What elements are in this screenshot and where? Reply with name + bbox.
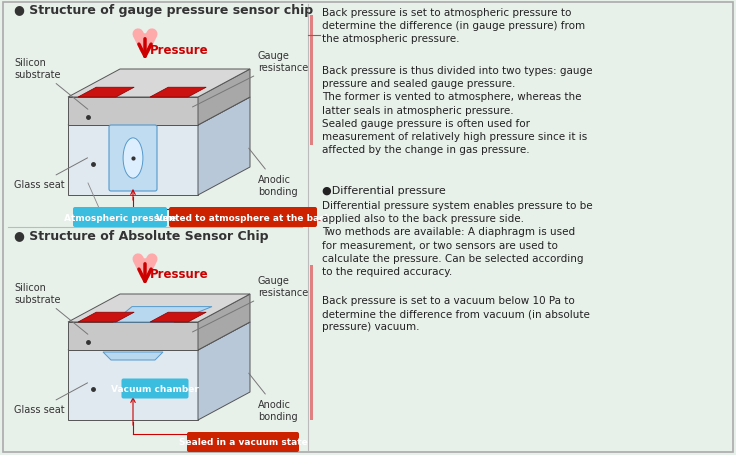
- Text: Back pressure is set to atmospheric pressure to
determine the difference (in gau: Back pressure is set to atmospheric pres…: [322, 8, 585, 44]
- Text: Silicon
substrate: Silicon substrate: [14, 283, 88, 334]
- Text: ● Structure of gauge pressure sensor chip: ● Structure of gauge pressure sensor chi…: [14, 4, 313, 17]
- Text: Vacuum chamber: Vacuum chamber: [111, 384, 199, 393]
- Polygon shape: [198, 98, 250, 196]
- Polygon shape: [68, 126, 198, 196]
- Text: ● Structure of Absolute Sensor Chip: ● Structure of Absolute Sensor Chip: [14, 229, 269, 243]
- Polygon shape: [198, 322, 250, 420]
- Text: Glass seat: Glass seat: [14, 158, 88, 190]
- Polygon shape: [150, 313, 206, 322]
- Text: Vented to atmosphere at the back: Vented to atmosphere at the back: [156, 213, 330, 222]
- Polygon shape: [68, 294, 250, 322]
- Polygon shape: [68, 322, 198, 350]
- Polygon shape: [103, 352, 163, 360]
- FancyBboxPatch shape: [169, 207, 317, 228]
- Text: Atmospheric pressure: Atmospheric pressure: [64, 213, 176, 222]
- FancyBboxPatch shape: [3, 3, 733, 452]
- Text: Gauge
resistance: Gauge resistance: [193, 51, 308, 108]
- Polygon shape: [68, 322, 250, 350]
- Polygon shape: [68, 98, 250, 126]
- FancyBboxPatch shape: [73, 207, 167, 228]
- Text: Gauge
resistance: Gauge resistance: [193, 276, 308, 332]
- Polygon shape: [78, 88, 134, 98]
- Text: ●Differential pressure: ●Differential pressure: [322, 186, 446, 196]
- Text: Glass seat: Glass seat: [14, 383, 88, 414]
- Text: Silicon
substrate: Silicon substrate: [14, 58, 88, 110]
- Text: Back pressure is set to a vacuum below 10 Pa to
determine the difference from va: Back pressure is set to a vacuum below 1…: [322, 295, 590, 332]
- Text: Pressure: Pressure: [150, 43, 208, 56]
- FancyBboxPatch shape: [187, 432, 299, 452]
- FancyBboxPatch shape: [310, 16, 313, 146]
- Text: Back pressure is thus divided into two types: gauge
pressure and sealed gauge pr: Back pressure is thus divided into two t…: [322, 66, 592, 155]
- Text: Differential pressure system enables pressure to be
applied also to the back pre: Differential pressure system enables pre…: [322, 201, 592, 276]
- Polygon shape: [113, 307, 212, 322]
- Text: Anodic
bonding: Anodic bonding: [249, 149, 297, 196]
- Polygon shape: [198, 70, 250, 126]
- FancyBboxPatch shape: [310, 265, 313, 420]
- FancyBboxPatch shape: [109, 126, 157, 192]
- Polygon shape: [198, 294, 250, 350]
- Text: Pressure: Pressure: [150, 268, 208, 281]
- Polygon shape: [150, 88, 206, 98]
- Polygon shape: [78, 313, 134, 322]
- Polygon shape: [68, 98, 198, 126]
- FancyBboxPatch shape: [121, 379, 188, 399]
- Text: Anodic
bonding: Anodic bonding: [249, 374, 297, 421]
- Polygon shape: [68, 350, 198, 420]
- Ellipse shape: [123, 138, 143, 179]
- Polygon shape: [68, 70, 250, 98]
- Text: Sealed in a vacuum state: Sealed in a vacuum state: [179, 438, 308, 446]
